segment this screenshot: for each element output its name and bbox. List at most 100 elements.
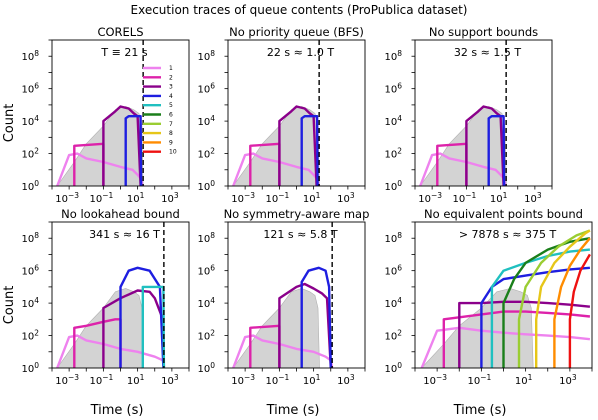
legend-label: 10 [169,149,177,156]
y-tick-label: 100 [384,361,402,375]
legend-label: 9 [169,139,173,146]
x-tick-label: 10−3 [423,373,447,387]
series-line-level-3 [458,300,591,368]
legend-label: 6 [169,112,173,119]
runtime-annotation: 32 s ≈ 1.5 T [454,46,521,59]
x-tick-label: 101 [303,373,321,387]
x-tick-label: 10−3 [231,191,255,205]
panel-5: No symmetry-aware map 121 s ≈ 5.8 T 10−3 10… [197,207,369,387]
gray-envelope [232,106,320,186]
y-tick-label: 102 [197,147,215,161]
runtime-annotation: T ≡ 21 s [100,46,147,59]
figure-title: Execution traces of queue contents (ProP… [131,3,468,17]
panel-title: No support bounds [429,25,538,39]
y-axis-label-bottom: Count [2,286,17,325]
x-tick-label: 103 [337,191,355,205]
y-tick-label: 108 [197,231,215,245]
y-tick-label: 102 [384,147,402,161]
legend-label: 4 [169,93,173,100]
y-tick-label: 108 [21,231,39,245]
series-line-level-8 [535,229,591,368]
series-line-level-4 [300,266,332,368]
x-tick-label: 103 [559,373,577,387]
y-tick-label: 102 [21,147,39,161]
y-tick-label: 104 [384,296,402,310]
legend-label: 8 [169,130,173,137]
x-axis-label-1: Time (s) [90,403,144,418]
plot-area [56,222,166,368]
y-tick-label: 100 [197,179,215,193]
x-tick-label: 101 [490,191,508,205]
panel-title: No equivalent points bound [424,207,583,221]
runtime-annotation: > 7878 s ≈ 375 T [459,228,557,241]
gray-envelope [232,288,320,368]
gray-envelope [421,288,534,368]
y-tick-label: 106 [197,264,215,278]
series-line-level-7 [517,229,591,368]
y-tick-label: 100 [21,179,39,193]
panel-6: No equivalent points bound > 7878 s ≈ 375… [384,207,593,387]
series-line-level-10 [568,253,591,368]
x-tick-label: 10−1 [452,191,476,205]
x-tick-label: 10−1 [89,373,113,387]
gray-envelope [419,106,507,186]
series-line-level-2 [442,310,591,368]
plot-area [232,40,321,186]
y-tick-label: 102 [384,329,402,343]
panel-3: No support bounds 32 s ≈ 1.5 T 10−3 10−1 101… [384,25,553,205]
x-tick-label: 103 [161,373,179,387]
y-tick-label: 106 [384,264,402,278]
x-tick-label: 10−3 [231,373,255,387]
legend-label: 7 [169,121,173,128]
legend-label: 1 [169,65,173,72]
x-tick-label: 103 [524,191,542,205]
y-tick-label: 108 [384,49,402,63]
y-tick-label: 104 [21,114,39,128]
legend-label: 3 [169,84,173,91]
runtime-annotation: 121 s ≈ 5.8 T [263,228,337,241]
x-tick-label: 10−1 [89,191,113,205]
x-tick-label: 10−3 [418,191,442,205]
x-tick-label: 10−1 [467,373,491,387]
panel-title: No symmetry-aware map [224,207,370,221]
series-line-level-4 [487,115,506,186]
panel-title: No lookahead bound [61,207,180,221]
plot-area [232,222,334,368]
y-tick-label: 106 [384,82,402,96]
panel-title: CORELS [97,25,143,39]
x-tick-label: 103 [337,373,355,387]
x-tick-label: 10−1 [265,373,289,387]
series-line-level-3 [278,282,332,368]
y-tick-label: 102 [197,329,215,343]
y-tick-label: 104 [384,114,402,128]
plot-area [419,40,507,186]
panel-2: No priority queue (BFS) 22 s ≈ 1.0 T 10−3 1… [197,25,366,205]
y-tick-label: 108 [21,49,39,63]
x-tick-label: 103 [161,191,179,205]
plot-area [56,40,144,186]
x-tick-label: 101 [127,373,145,387]
runtime-annotation: 341 s ≈ 16 T [89,228,160,241]
x-tick-label: 10−1 [265,191,289,205]
series-line-level-9 [553,237,591,368]
y-tick-label: 106 [197,82,215,96]
y-axis-label-top: Count [2,104,17,143]
y-tick-label: 108 [197,49,215,63]
y-tick-label: 104 [197,114,215,128]
y-tick-label: 104 [197,296,215,310]
x-tick-label: 10−3 [55,373,79,387]
series-line-level-4 [300,115,319,186]
legend-label: 2 [169,74,173,81]
x-axis-label-3: Time (s) [453,403,507,418]
y-tick-label: 108 [384,231,402,245]
series-line-level-6 [502,237,591,368]
series-line-level-4 [124,115,143,186]
x-tick-label: 101 [127,191,145,205]
x-axis-label-2: Time (s) [266,403,320,418]
panel-4: No lookahead bound 341 s ≈ 16 T 10−3 10−1 10… [21,207,190,387]
y-tick-label: 104 [21,296,39,310]
plot-area [420,229,591,368]
